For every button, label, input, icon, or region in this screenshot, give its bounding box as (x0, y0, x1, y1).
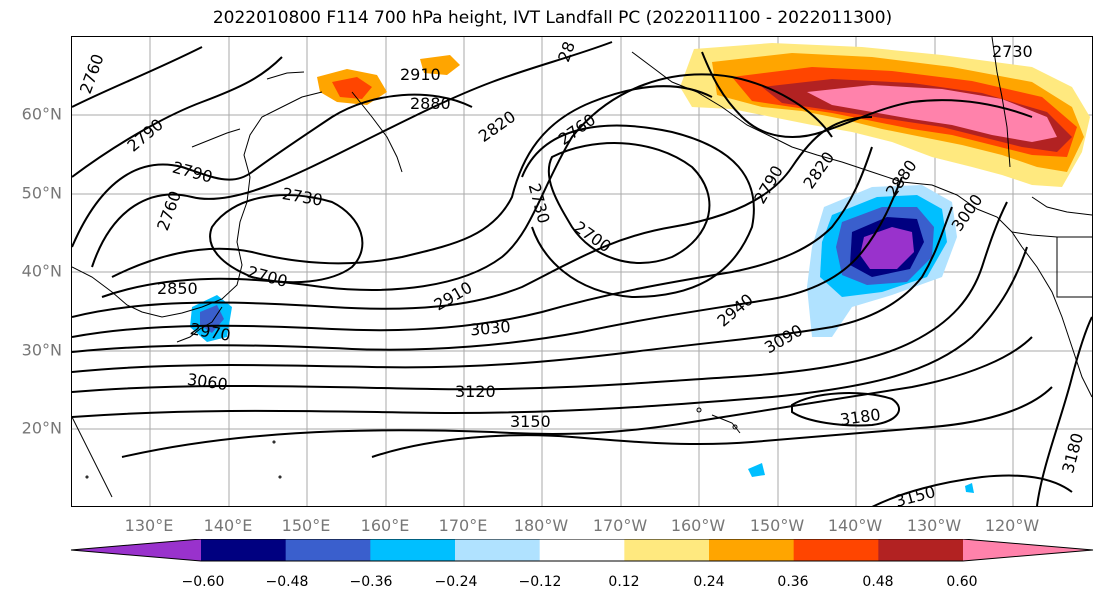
contour-label: 2700 (570, 217, 614, 256)
lat-label: 50°N (21, 183, 62, 203)
height-contours (72, 41, 1092, 506)
contour-label: 3120 (455, 382, 496, 401)
lon-label: 150°W (749, 516, 805, 535)
shading-region (332, 77, 372, 99)
colorbar-tick-label: 0.24 (693, 574, 725, 590)
lon-label: 120°W (984, 516, 1040, 535)
colorbar-tick-label: 0.36 (777, 574, 809, 590)
colorbar-segment (201, 539, 287, 561)
contour-label: 2790 (170, 158, 214, 187)
contour-label: 2880 (410, 94, 451, 113)
colorbar-segment (285, 539, 371, 561)
lat-label: 60°N (21, 104, 62, 124)
shading-region (807, 85, 1057, 142)
contour-label: 3090 (761, 321, 806, 358)
colorbar-segment (624, 539, 710, 561)
map-panel: 2760 2790 2910 2880 2820 2760 2730 2790 … (71, 36, 1093, 507)
colorbar-tick-label: −0.48 (265, 574, 309, 590)
lon-label: 170°W (592, 516, 648, 535)
colorbar-tick-label: −0.60 (181, 574, 225, 590)
colorbar (70, 539, 1094, 562)
colorbar-tick-label: 0.12 (608, 574, 640, 590)
colorbar-segment (793, 539, 879, 561)
colorbar-tick-label: 0.60 (946, 574, 978, 590)
map-title: 2022010800 F114 700 hPa height, IVT Land… (212, 8, 893, 28)
contour-label: 2730 (281, 184, 324, 210)
contour-label: 3180 (1058, 431, 1087, 475)
lon-label: 180°W (513, 516, 569, 535)
contour-label: 2760 (76, 51, 108, 96)
colorbar-segment (455, 539, 541, 561)
contour-label: 2790 (750, 162, 787, 207)
lon-label: 130°W (906, 516, 962, 535)
contour-label: 2850 (157, 279, 198, 298)
colorbar-segment (963, 539, 1093, 561)
positive-anomaly-shading (317, 43, 1090, 187)
colorbar-segment (539, 539, 625, 561)
colorbar-segment (370, 539, 456, 561)
lon-label: 170°E (438, 516, 488, 535)
contour-label: 2700 (245, 262, 289, 291)
lat-label: 40°N (21, 261, 62, 281)
contour-label: 2730 (525, 181, 554, 225)
map-canvas: 2760 2790 2910 2880 2820 2760 2730 2790 … (72, 37, 1092, 506)
shading-region (420, 55, 460, 75)
islands (85, 407, 738, 479)
colorbar-tick-label: −0.36 (349, 574, 393, 590)
lon-label: 140°W (827, 516, 883, 535)
contour-label: 2910 (400, 65, 441, 84)
contour-label: 2820 (475, 107, 519, 146)
lon-label: 160°W (670, 516, 726, 535)
negative-anomaly-shading (190, 185, 974, 493)
colorbar-segment (71, 539, 201, 561)
contour-label: 2940 (713, 290, 756, 331)
colorbar-tick-label: −0.12 (518, 574, 562, 590)
contour-label: 3030 (469, 317, 511, 339)
lon-label: 130°E (124, 516, 174, 535)
contour-label: 2730 (992, 42, 1033, 61)
colorbar-outline (70, 539, 1094, 562)
colorbar-segment (709, 539, 795, 561)
colorbar-tick-label: 0.48 (862, 574, 894, 590)
lon-label: 140°E (203, 516, 253, 535)
colorbar-tick-label: −0.24 (434, 574, 478, 590)
colorbar-segment (878, 539, 964, 561)
lon-label: 160°E (360, 516, 410, 535)
contour-label: 3150 (893, 482, 937, 506)
lat-label: 30°N (21, 340, 62, 360)
lat-label: 20°N (21, 418, 62, 438)
contour-label: 2820 (799, 148, 838, 192)
contour-label: 3180 (839, 405, 882, 429)
shading-region (748, 463, 765, 477)
shading-region (965, 483, 974, 493)
contour-label: 3060 (186, 370, 229, 394)
lon-label: 150°E (281, 516, 331, 535)
contour-label: 3150 (510, 412, 551, 431)
